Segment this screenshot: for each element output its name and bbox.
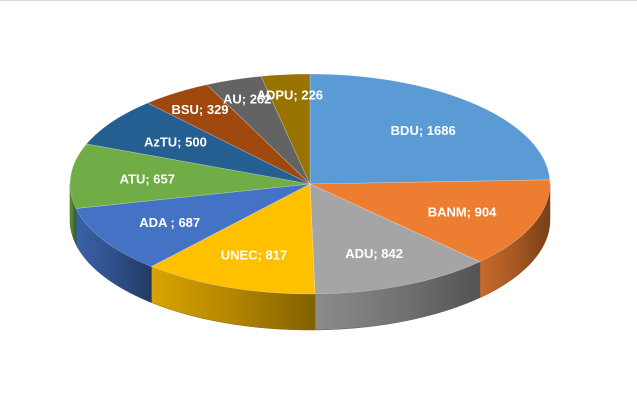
pie-slice-au [206, 75, 311, 185]
pie-slice-ada [75, 183, 311, 267]
slice-label-bsu: BSU; 329 [171, 102, 228, 117]
slice-label-bdu: BDU; 1686 [391, 123, 456, 138]
pie-slice-adpu [260, 73, 311, 185]
pie-labels: BDU; 1686 BANM; 904 ADU; 842 UNEC; 817 ADA ;… [120, 87, 497, 262]
slice-label-adpu: ADPU; 226 [257, 87, 323, 102]
slice-label-unec: UNEC; 817 [221, 247, 287, 262]
slice-label-au: AU; 262 [223, 92, 271, 107]
pie-slice-banm [309, 179, 551, 263]
pie-sides [69, 183, 551, 331]
pie-slice-unec [150, 183, 316, 295]
slice-label-aztu: AzTU; 500 [144, 135, 207, 150]
pie-slice-adu [309, 183, 481, 295]
pie-tops [69, 73, 551, 295]
pie-slice-aztu [85, 102, 311, 185]
pie-slice-bdu [309, 73, 551, 185]
slice-label-ada: ADA ; 687 [139, 215, 200, 230]
slice-label-banm: BANM; 904 [428, 204, 497, 219]
pie-slice-atu [69, 143, 311, 209]
slice-label-atu: ATU; 657 [120, 171, 175, 186]
slice-label-adu: ADU; 842 [345, 246, 403, 261]
pie-slice-bsu [146, 84, 311, 185]
